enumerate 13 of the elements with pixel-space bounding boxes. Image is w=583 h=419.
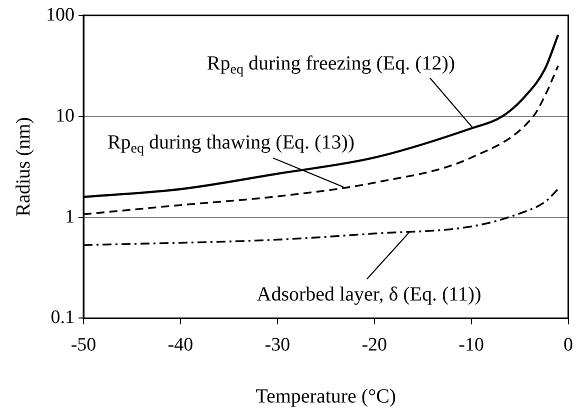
y-tick-label: 10	[56, 105, 74, 126]
annotation: Adsorbed layer, δ (Eq. (11))	[256, 283, 482, 306]
x-tick-label: -50	[70, 334, 96, 356]
x-tick-label: -30	[264, 334, 290, 356]
x-tick-label: 0	[564, 334, 573, 356]
y-tick-label: 100	[46, 4, 74, 26]
x-tick-label: -20	[362, 334, 388, 356]
x-axis-title: Temperature (°C)	[256, 385, 396, 408]
y-tick-label: 1	[65, 206, 74, 228]
x-tick-label: -10	[458, 334, 484, 356]
x-tick-label: -40	[168, 334, 194, 356]
y-tick-label: 0.1	[50, 307, 74, 328]
y-axis-title: Radius (nm)	[12, 117, 34, 217]
